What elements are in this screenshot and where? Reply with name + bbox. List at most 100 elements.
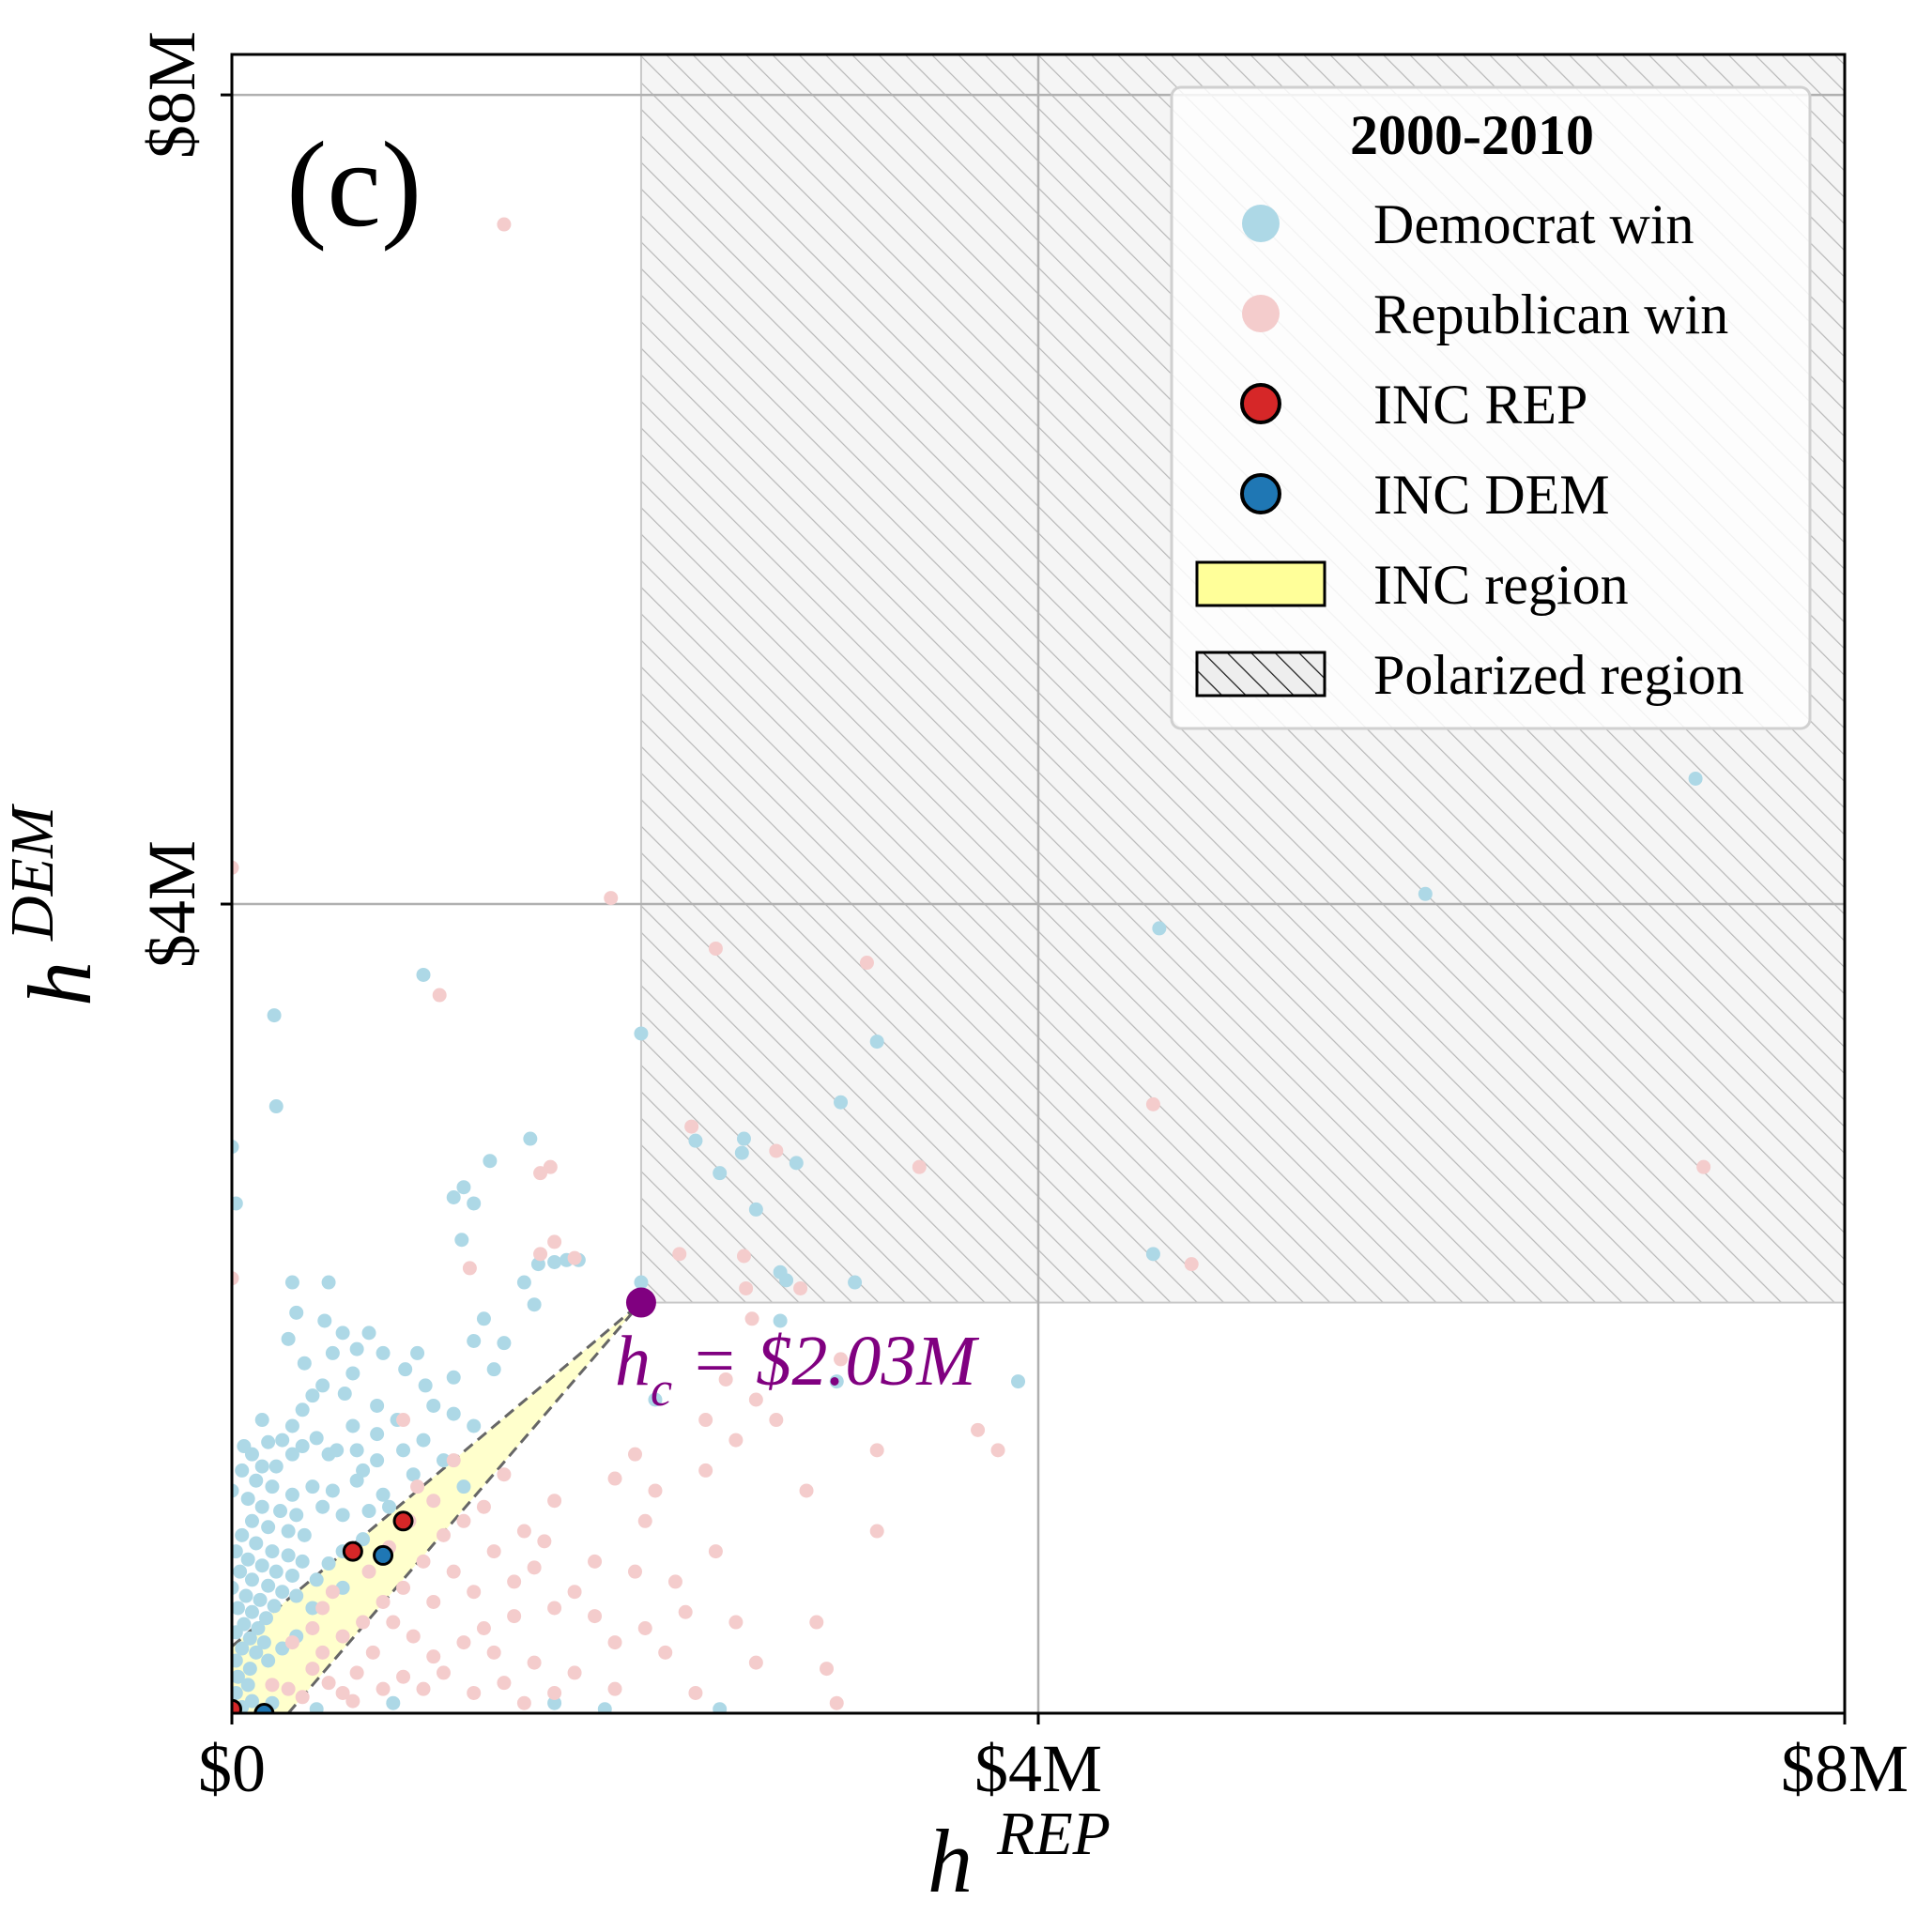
data-point [748, 1392, 763, 1407]
data-point [265, 1544, 280, 1559]
data-point [476, 1620, 491, 1635]
data-point [265, 1479, 280, 1494]
data-point [1418, 886, 1433, 901]
data-point [809, 1615, 824, 1630]
data-point [547, 1695, 562, 1710]
data-point [658, 1645, 673, 1660]
legend-label: INC REP [1373, 374, 1587, 436]
data-point [446, 1190, 461, 1205]
data-point [284, 1447, 299, 1462]
data-point [607, 1635, 622, 1650]
y-axis-title: h DEM [0, 803, 110, 1006]
data-point [446, 1406, 461, 1421]
data-point [356, 1615, 371, 1630]
data-point [232, 1653, 243, 1668]
data-point [309, 1572, 324, 1587]
data-point [244, 1513, 259, 1528]
data-point [238, 1588, 253, 1603]
data-point [848, 1275, 863, 1290]
data-point [708, 941, 723, 956]
data-point [317, 1313, 332, 1328]
data-point [869, 1443, 884, 1458]
data-point [281, 1548, 296, 1563]
incumbent-point [232, 1698, 242, 1713]
data-point [284, 1487, 299, 1502]
legend-frame [1170, 85, 1812, 730]
data-point [416, 1554, 431, 1569]
y-axis-label: h [9, 961, 110, 1006]
data-point [376, 1681, 391, 1696]
data-point [386, 1695, 401, 1710]
data-point [667, 1574, 682, 1589]
data-point [251, 1620, 266, 1635]
data-point [289, 1305, 304, 1320]
data-point [426, 1494, 441, 1509]
inc-region-lower-boundary [286, 1301, 643, 1713]
data-point [382, 1499, 397, 1514]
data-point [249, 1473, 264, 1488]
data-point [398, 1362, 413, 1377]
data-point [713, 1702, 728, 1713]
data-point [254, 1558, 269, 1573]
data-point [261, 1578, 276, 1593]
legend-label: Polarized region [1373, 644, 1744, 706]
data-point [829, 1695, 844, 1710]
legend-marker [1240, 383, 1281, 424]
data-point [325, 1585, 340, 1600]
data-point [467, 1334, 482, 1349]
data-point [268, 1564, 284, 1579]
data-point [232, 1483, 239, 1498]
data-point [284, 1635, 299, 1650]
data-point [410, 1479, 425, 1494]
x-axis-label-sup: REP [996, 1800, 1111, 1868]
data-point [305, 1388, 320, 1403]
data-point [426, 1594, 441, 1609]
data-point [547, 1601, 562, 1616]
inc-region [232, 1302, 641, 1713]
data-point [305, 1662, 320, 1677]
data-point [335, 1685, 350, 1700]
data-point [396, 1669, 411, 1684]
data-point [748, 1655, 763, 1670]
data-point [507, 1574, 522, 1589]
data-point [637, 1620, 652, 1635]
data-point [486, 1362, 501, 1377]
data-point [321, 1676, 336, 1691]
data-point [268, 1099, 284, 1114]
data-point [869, 1034, 884, 1050]
data-point [446, 1453, 461, 1468]
data-point [240, 1678, 255, 1693]
data-point [345, 1366, 360, 1381]
data-point [297, 1527, 312, 1542]
data-point [607, 1681, 622, 1696]
data-point [1688, 771, 1703, 786]
data-point [456, 1513, 471, 1528]
legend-title: 2000-2010 [1350, 104, 1594, 166]
data-point [467, 1585, 482, 1600]
data-point [396, 1580, 411, 1595]
legend-entry-polarized-region: Polarized region [1195, 644, 1744, 706]
legend-entry-republican-win: Republican win [1242, 284, 1728, 345]
data-point [386, 1615, 401, 1630]
data-point [396, 1443, 411, 1458]
data-point [254, 1459, 269, 1474]
data-point [769, 1143, 784, 1158]
data-point [416, 1681, 431, 1696]
data-point [406, 1629, 421, 1644]
data-point [330, 1443, 345, 1458]
data-point [634, 1026, 649, 1041]
data-point [335, 1326, 350, 1341]
data-point [416, 967, 431, 982]
data-point [370, 1398, 385, 1413]
data-point [284, 1275, 299, 1290]
data-point [273, 1504, 288, 1519]
data-point [315, 1645, 330, 1660]
data-point [713, 1166, 728, 1181]
data-point [349, 1443, 364, 1458]
points-layer [232, 217, 1711, 1713]
data-point [467, 1418, 482, 1433]
data-point [476, 1499, 491, 1514]
data-point [634, 1275, 649, 1290]
data-point [242, 1662, 257, 1677]
